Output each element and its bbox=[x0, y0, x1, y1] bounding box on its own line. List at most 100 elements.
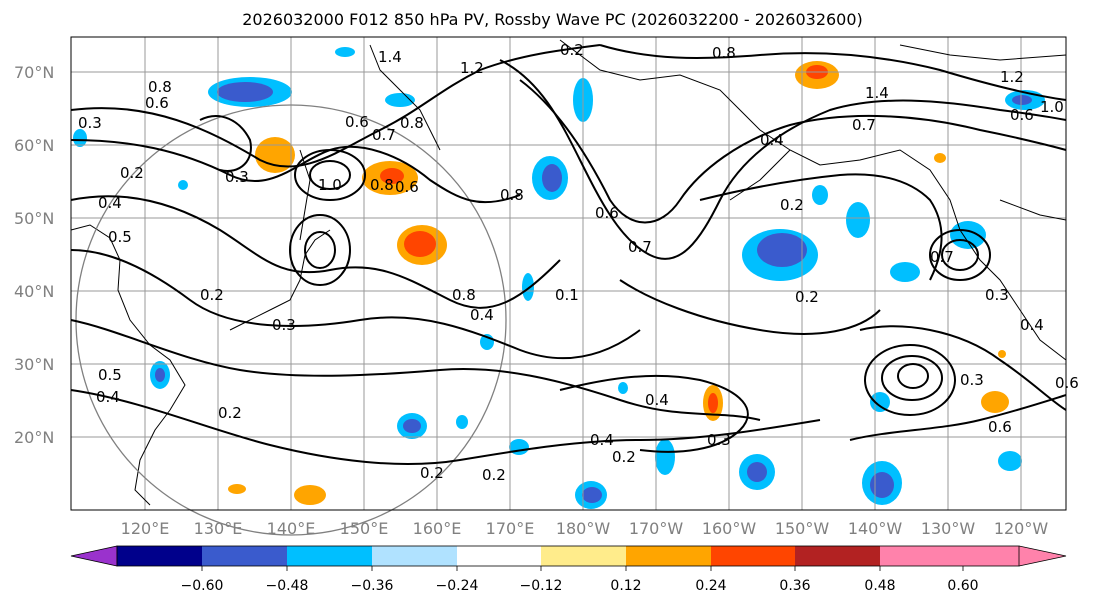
coastlines bbox=[70, 39, 1067, 506]
contour-label: 0.7 bbox=[930, 248, 954, 266]
graticule bbox=[71, 37, 1066, 510]
contour-label: 0.3 bbox=[272, 316, 296, 334]
contour-label: 0.5 bbox=[98, 366, 122, 384]
colorbar-segment bbox=[457, 546, 541, 566]
lon-label: 150°E bbox=[340, 519, 389, 538]
contour-label: 0.8 bbox=[400, 114, 424, 132]
lon-label: 160°W bbox=[702, 519, 757, 538]
contour-label: 0.3 bbox=[960, 371, 984, 389]
lon-label: 130°W bbox=[921, 519, 976, 538]
contour-label: 0.6 bbox=[1055, 374, 1079, 392]
map-title: 2026032000 F012 850 hPa PV, Rossby Wave … bbox=[242, 10, 863, 29]
colorbar-segment bbox=[287, 546, 372, 566]
contour-label: 0.2 bbox=[795, 288, 819, 306]
lon-label: 150°W bbox=[775, 519, 830, 538]
colorbar-tick-label: −0.24 bbox=[436, 578, 479, 594]
contour-label: 0.6 bbox=[1010, 106, 1034, 124]
colorbar-segment bbox=[372, 546, 457, 566]
colorbar-segment bbox=[880, 546, 963, 566]
contour-label: 0.4 bbox=[96, 388, 120, 406]
lon-label: 170°W bbox=[629, 519, 684, 538]
contour-label: 0.6 bbox=[595, 204, 619, 222]
colorbar-left-extension bbox=[70, 545, 118, 567]
contour-label: 0.8 bbox=[148, 78, 172, 96]
colorbar-segment bbox=[117, 546, 202, 566]
lon-label: 140°W bbox=[848, 519, 903, 538]
colorbar-segment bbox=[711, 546, 795, 566]
contour-label: 1.0 bbox=[1040, 98, 1064, 116]
contour-label: 0.6 bbox=[345, 113, 369, 131]
contour-label: 0.7 bbox=[372, 126, 396, 144]
contour-label: 0.3 bbox=[78, 114, 102, 132]
contour-label: 0.3 bbox=[707, 431, 731, 449]
lat-label: 30°N bbox=[14, 355, 54, 374]
lat-label: 20°N bbox=[14, 428, 54, 447]
contour-label: 0.1 bbox=[555, 286, 579, 304]
colorbar-outline bbox=[116, 545, 1020, 567]
latitude-labels: 70°N 60°N 50°N 40°N 30°N 20°N bbox=[14, 63, 54, 447]
contour-label: 0.4 bbox=[470, 306, 494, 324]
contour-label: 0.2 bbox=[218, 404, 242, 422]
colorbar-segment bbox=[626, 546, 711, 566]
contour-label: 0.2 bbox=[482, 466, 506, 484]
colorbar-tick-label: −0.48 bbox=[266, 578, 309, 594]
contour-label: 0.5 bbox=[108, 228, 132, 246]
contour-label: 0.2 bbox=[120, 164, 144, 182]
contour-label: 0.8 bbox=[712, 44, 736, 62]
colorbar-tick-label: 0.60 bbox=[947, 578, 978, 594]
map-frame bbox=[70, 36, 1067, 511]
lon-label: 180°W bbox=[556, 519, 611, 538]
colorbar-tick-label: 0.24 bbox=[695, 578, 726, 594]
contour-label: 0.6 bbox=[988, 418, 1012, 436]
contour-label: 1.2 bbox=[460, 59, 484, 77]
colorbar-segment bbox=[202, 546, 287, 566]
lon-label: 160°E bbox=[413, 519, 462, 538]
colorbar-segment bbox=[795, 546, 880, 566]
colorbar: −0.60 −0.48 −0.36 −0.24 −0.12 0.12 0.24 … bbox=[70, 545, 1067, 594]
contour-label: 0.2 bbox=[612, 448, 636, 466]
contour-labels: 1.4 0.2 0.8 1.2 0.6 0.8 0.3 0.6 0.2 0.4 … bbox=[78, 41, 1079, 484]
colorbar-tick-label: −0.36 bbox=[351, 578, 394, 594]
lon-label: 140°E bbox=[267, 519, 316, 538]
lon-label: 120°E bbox=[121, 519, 170, 538]
contour-label: 1.2 bbox=[1000, 68, 1024, 86]
contour-label: 1.4 bbox=[865, 84, 889, 102]
lat-label: 40°N bbox=[14, 282, 54, 301]
contour-label: 0.4 bbox=[1020, 316, 1044, 334]
contour-label: 0.3 bbox=[225, 168, 249, 186]
colorbar-tick-label: −0.60 bbox=[181, 578, 224, 594]
colorbar-right-extension bbox=[963, 546, 1066, 566]
contour-label: 0.4 bbox=[590, 431, 614, 449]
pv-contours bbox=[70, 44, 1067, 466]
contour-label: 0.2 bbox=[560, 41, 584, 59]
contour-label: 0.2 bbox=[200, 286, 224, 304]
contour-label: 0.8 bbox=[452, 286, 476, 304]
colorbar-tick-label: −0.12 bbox=[520, 578, 563, 594]
contour-label: 0.8 bbox=[370, 176, 394, 194]
colorbar-tick-label: 0.36 bbox=[779, 578, 810, 594]
contour-label: 1.0 bbox=[318, 176, 342, 194]
lat-label: 50°N bbox=[14, 209, 54, 228]
lon-label: 170°E bbox=[486, 519, 535, 538]
colorbar-tick-label: 0.48 bbox=[864, 578, 895, 594]
contour-label: 0.3 bbox=[985, 286, 1009, 304]
contour-label: 0.4 bbox=[98, 194, 122, 212]
pv-shading bbox=[73, 47, 1045, 509]
contour-label: 0.4 bbox=[645, 391, 669, 409]
contour-label: 0.6 bbox=[395, 178, 419, 196]
contour-label: 0.7 bbox=[852, 116, 876, 134]
contour-label: 0.2 bbox=[780, 196, 804, 214]
longitude-labels: 120°E 130°E 140°E 150°E 160°E 170°E 180°… bbox=[121, 519, 1049, 538]
lat-label: 60°N bbox=[14, 136, 54, 155]
contour-label: 0.7 bbox=[628, 238, 652, 256]
colorbar-tick-label: 0.12 bbox=[610, 578, 641, 594]
contour-label: 0.8 bbox=[500, 186, 524, 204]
contour-label: 0.4 bbox=[760, 131, 784, 149]
lat-label: 70°N bbox=[14, 63, 54, 82]
lon-label: 130°E bbox=[194, 519, 243, 538]
contour-label: 0.6 bbox=[145, 94, 169, 112]
colorbar-segment bbox=[541, 546, 626, 566]
lon-label: 120°W bbox=[994, 519, 1049, 538]
contour-label: 0.2 bbox=[420, 464, 444, 482]
